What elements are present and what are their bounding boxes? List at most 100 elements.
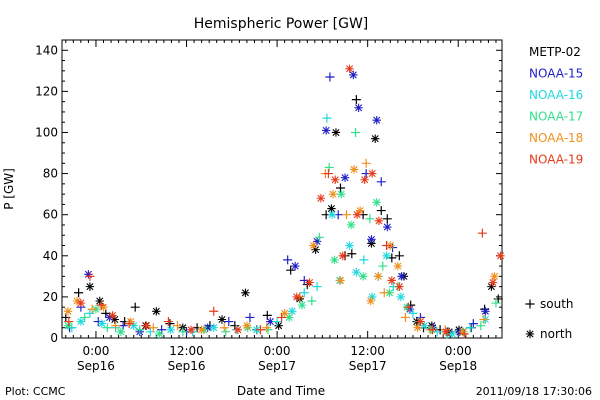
x-tick-date: Sep16: [77, 359, 115, 373]
point-noaa-15: [93, 317, 103, 327]
point-noaa-17: [346, 220, 356, 230]
point-metp-02: [74, 288, 84, 298]
point-noaa-19: [292, 292, 301, 302]
point-metp-02: [493, 294, 503, 304]
point-noaa-18: [87, 304, 97, 314]
point-noaa-16: [359, 255, 369, 265]
point-noaa-17: [385, 288, 394, 297]
y-tick-label: 80: [43, 167, 58, 181]
symbol-key-label: north: [540, 327, 572, 341]
point-noaa-17: [378, 261, 388, 271]
point-noaa-17: [284, 313, 294, 322]
point-metp-02: [217, 315, 227, 324]
point-noaa-15: [224, 317, 234, 327]
point-noaa-18: [393, 261, 403, 271]
point-noaa-19: [323, 169, 333, 179]
point-noaa-18: [458, 327, 467, 337]
point-metp-02: [327, 204, 336, 213]
point-noaa-17: [263, 325, 273, 335]
point-noaa-15: [397, 272, 406, 281]
point-noaa-19: [338, 251, 347, 260]
point-noaa-19: [108, 311, 117, 320]
point-noaa-17: [102, 323, 112, 333]
point-noaa-19: [496, 251, 505, 260]
point-noaa-18: [349, 165, 359, 174]
point-noaa-18: [479, 315, 489, 325]
point-metp-02: [311, 245, 320, 254]
point-noaa-19: [416, 317, 425, 326]
point-noaa-16: [299, 288, 309, 298]
point-noaa-19: [345, 64, 354, 73]
point-metp-02: [274, 321, 283, 330]
point-metp-02: [382, 214, 392, 224]
point-noaa-18: [309, 241, 318, 250]
point-metp-02: [152, 307, 161, 316]
legend-entry: NOAA-17: [529, 110, 583, 124]
plot-frame: [61, 39, 503, 339]
point-metp-02: [487, 282, 496, 291]
point-metp-02: [454, 325, 464, 334]
point-noaa-15: [405, 305, 415, 314]
y-tick-label: 100: [35, 125, 58, 139]
point-noaa-16: [312, 282, 322, 292]
point-noaa-17: [365, 214, 375, 224]
point-noaa-17: [372, 198, 381, 207]
point-metp-02: [371, 134, 380, 143]
point-noaa-19: [142, 321, 151, 330]
point-noaa-16: [382, 251, 391, 260]
point-metp-02: [130, 302, 140, 312]
symbol-key: south north: [525, 297, 574, 341]
y-tick-label: 60: [43, 208, 58, 222]
point-noaa-16: [97, 319, 107, 328]
point-noaa-19: [360, 175, 369, 184]
y-tick-label: 40: [43, 249, 58, 263]
point-noaa-19: [305, 278, 314, 287]
point-noaa-16: [465, 323, 475, 333]
point-noaa-19: [64, 317, 74, 327]
point-noaa-16: [67, 323, 77, 333]
point-metp-02: [394, 251, 404, 261]
y-tick-label: 120: [35, 84, 58, 98]
point-noaa-15: [367, 235, 376, 244]
point-noaa-16: [287, 307, 297, 316]
point-noaa-18: [72, 296, 82, 306]
point-noaa-15: [266, 317, 275, 326]
point-noaa-18: [342, 210, 352, 220]
point-noaa-18: [219, 323, 229, 333]
symbol-key-south-icon: [525, 299, 535, 309]
point-metp-02: [376, 206, 386, 216]
point-noaa-16: [85, 308, 95, 318]
point-noaa-19: [76, 298, 86, 308]
point-metp-02: [110, 315, 120, 324]
point-noaa-17: [297, 300, 307, 310]
x-axis: 0:00Sep1612:00Sep160:00Sep1712:00Sep170:…: [65, 40, 497, 373]
point-noaa-18: [361, 158, 371, 168]
point-noaa-19: [331, 175, 340, 184]
point-noaa-16: [272, 317, 282, 327]
point-noaa-15: [245, 312, 255, 322]
x-tick-time: 0:00: [82, 344, 109, 358]
point-noaa-19: [382, 241, 392, 251]
point-noaa-19: [488, 278, 498, 287]
point-noaa-19: [367, 169, 377, 178]
y-tick-label: 140: [35, 43, 58, 57]
point-noaa-17: [135, 325, 145, 335]
point-noaa-16: [345, 241, 354, 250]
point-noaa-16: [166, 325, 175, 334]
point-noaa-19: [428, 325, 438, 335]
point-metp-02: [335, 183, 345, 193]
point-noaa-15: [372, 115, 381, 125]
point-noaa-15: [84, 270, 93, 279]
y-tick-label: 0: [50, 331, 58, 345]
point-noaa-17: [491, 298, 501, 308]
point-noaa-18: [280, 309, 289, 318]
point-noaa-15: [481, 307, 490, 316]
y-axis: 0 20 40 60 80 100 120 140: [35, 43, 502, 345]
x-tick-time: 12:00: [350, 344, 385, 358]
point-noaa-19: [209, 306, 219, 316]
point-noaa-19: [459, 329, 469, 339]
legend-entry: NOAA-15: [529, 67, 583, 81]
legend: METP-02 NOAA-15 NOAA-16 NOAA-17 NOAA-18 NOAA-…: [529, 45, 583, 167]
point-noaa-16: [129, 321, 138, 330]
